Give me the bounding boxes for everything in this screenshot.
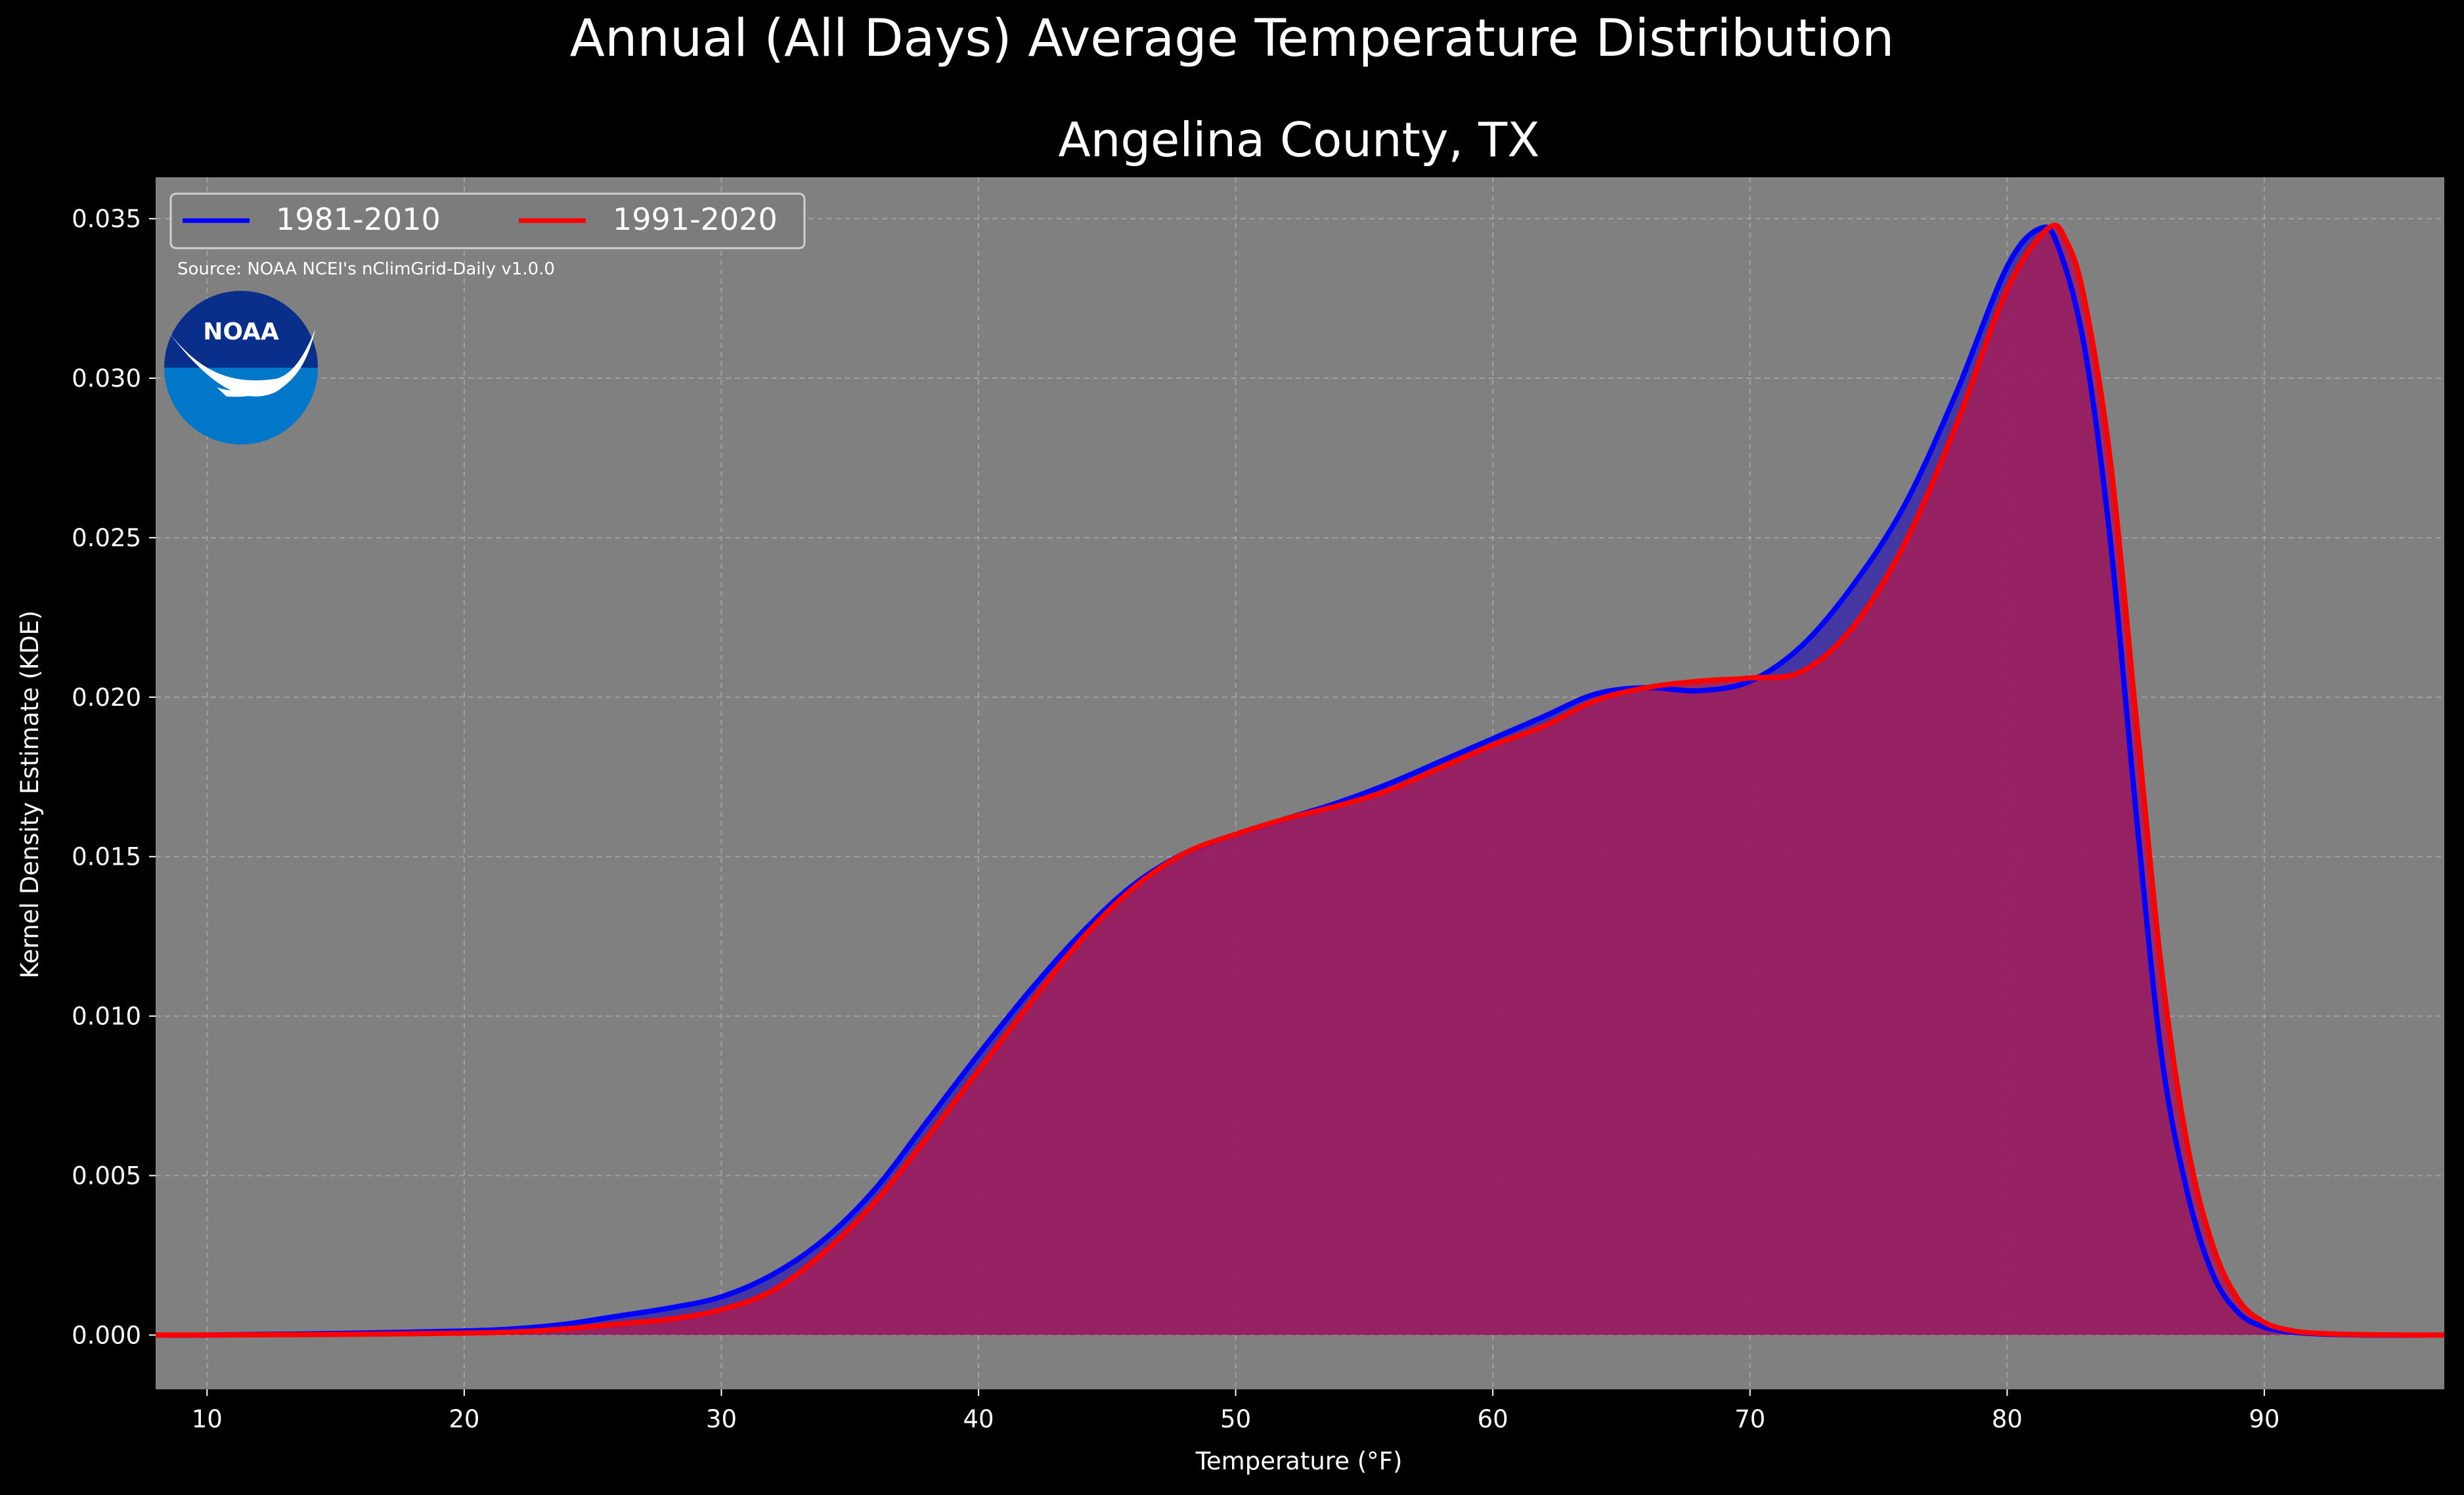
density-fill-1991-2020 xyxy=(156,225,2444,1335)
density-line-1981-2010 xyxy=(155,225,2445,1338)
legend-frame xyxy=(169,192,806,249)
y-tick-label: 0.015 xyxy=(72,843,141,871)
y-tick-label: 0.005 xyxy=(72,1162,141,1190)
source-note: Source: NOAA NCEI's nClimGrid-Daily v1.0… xyxy=(177,259,555,279)
x-tick-label: 10 xyxy=(192,1405,223,1433)
x-tick-label: 80 xyxy=(1992,1405,2023,1433)
x-tick-label: 60 xyxy=(1478,1405,1508,1433)
chart-title: Angelina County, TX xyxy=(1058,112,1539,167)
noaa-logo-text: NOAA xyxy=(203,318,279,345)
x-tick-label: 30 xyxy=(706,1405,737,1433)
y-tick-label: 0.020 xyxy=(72,683,141,712)
x-axis-label: Temperature (°F) xyxy=(1195,1447,1403,1475)
density-fills xyxy=(156,225,2444,1335)
y-tick-label: 0.030 xyxy=(72,364,141,393)
y-tick-label: 0.035 xyxy=(72,205,141,233)
legend-label-1981-2010: 1981-2010 xyxy=(276,202,441,237)
x-tick-label: 50 xyxy=(1220,1405,1251,1433)
density-line-1991-2020 xyxy=(155,223,2445,1338)
y-axis-ticks: 0.000 0.005 0.010 0.015 0.020 0.025 0.030 0.035 xyxy=(72,205,156,1349)
x-tick-label: 20 xyxy=(449,1405,479,1433)
x-axis-ticks: 10 20 30 40 50 60 70 80 90 xyxy=(192,1389,2279,1433)
legend-label-1991-2020: 1991-2020 xyxy=(613,202,778,237)
x-tick-label: 40 xyxy=(963,1405,994,1433)
y-tick-label: 0.010 xyxy=(72,1003,141,1031)
y-axis-label: Kernel Density Estimate (KDE) xyxy=(16,611,44,979)
legend: 1981-2010 1991-2020 xyxy=(169,192,806,249)
x-tick-label: 90 xyxy=(2249,1405,2279,1433)
figure-suptitle: Annual (All Days) Average Temperature Di… xyxy=(570,9,1895,68)
y-tick-label: 0.000 xyxy=(72,1321,141,1349)
noaa-logo-icon: NOAA xyxy=(164,291,318,444)
density-lines xyxy=(155,223,2445,1338)
y-tick-label: 0.025 xyxy=(72,524,141,552)
x-tick-label: 70 xyxy=(1734,1405,1765,1433)
